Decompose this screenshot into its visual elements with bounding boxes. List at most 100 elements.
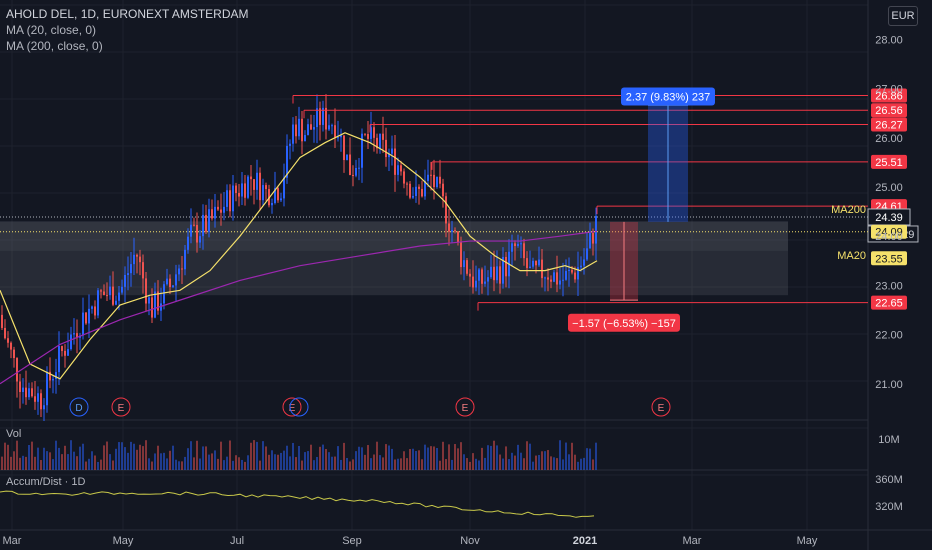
level-badge: [871, 295, 907, 310]
volume-bar: [271, 450, 273, 470]
symbol-title[interactable]: AHOLD DEL, 1D, EURONEXT AMSTERDAM: [6, 7, 249, 21]
candle-body: [391, 148, 393, 154]
candle-body: [298, 118, 300, 137]
candle-body: [49, 371, 51, 381]
volume-bar: [517, 444, 519, 470]
volume-bar: [190, 441, 192, 470]
candles: [1, 94, 597, 421]
candle-body: [304, 135, 306, 142]
x-tick-label: May: [797, 535, 818, 547]
event-marker: [282, 397, 302, 417]
volume-bar: [103, 445, 105, 470]
volume-bar: [178, 461, 180, 470]
volume-bar: [280, 452, 282, 470]
event-marker: [651, 397, 671, 417]
candle-body: [280, 198, 282, 201]
candle-body: [187, 236, 189, 250]
y-tick-label: 25.00: [875, 182, 903, 194]
candle-body: [337, 137, 339, 139]
volume-bar: [205, 446, 207, 470]
volume-bar: [451, 459, 453, 470]
candle-body: [61, 346, 63, 351]
candle-body: [517, 243, 519, 247]
volume-bar: [379, 455, 381, 470]
volume-bar: [586, 448, 588, 470]
volume-bar: [220, 441, 222, 470]
candle-body: [136, 254, 138, 257]
volume-bar: [322, 444, 324, 470]
volume-bar: [76, 456, 78, 470]
volume-bar: [25, 456, 27, 470]
candle-body: [169, 278, 171, 288]
candle-body: [295, 124, 297, 137]
candle-body: [142, 262, 144, 279]
volume-bar: [184, 456, 186, 470]
ma20-line: [0, 132, 598, 380]
level-label: 26.56: [875, 105, 903, 117]
candle-body: [571, 269, 573, 273]
volume-bar: [10, 456, 12, 470]
candle-body: [205, 214, 207, 232]
ma20-legend[interactable]: MA (20, close, 0): [6, 23, 97, 37]
volume-bar: [388, 445, 390, 470]
volume-bar: [553, 457, 555, 470]
ma20-value: 23.55: [875, 253, 903, 265]
volume-bar: [235, 455, 237, 470]
volume-bar: [121, 442, 123, 470]
candle-body: [400, 165, 402, 172]
volume-bar: [340, 459, 342, 470]
candle-body: [223, 206, 225, 213]
volume-bar: [364, 454, 366, 470]
currency-button[interactable]: EUR: [888, 6, 918, 26]
event-marker-dividend: [289, 397, 309, 417]
volume-bar: [556, 458, 558, 470]
candle-body: [307, 124, 309, 136]
volume-bar: [28, 444, 30, 470]
candle-body: [553, 272, 555, 282]
candle-body: [226, 190, 228, 207]
candle-body: [151, 297, 153, 318]
candle-body: [37, 393, 39, 402]
volume-bar: [214, 450, 216, 470]
volume-bar: [529, 443, 531, 470]
volume-bar: [283, 450, 285, 470]
volume-bar: [427, 447, 429, 470]
volume-bar: [466, 458, 468, 470]
y-tick-label: 24.00: [875, 231, 903, 243]
volume-bar: [547, 450, 549, 470]
volume-bar: [532, 461, 534, 470]
volume-bar: [70, 440, 72, 470]
candle-body: [232, 185, 234, 212]
candle-body: [214, 206, 216, 219]
candle-body: [403, 171, 405, 184]
short-label: −1.57 (−6.53%) −157: [572, 318, 676, 330]
volume-bar: [133, 443, 135, 470]
volume-bar: [85, 461, 87, 470]
candle-body: [586, 248, 588, 260]
candle-body: [544, 277, 546, 279]
candle-body: [499, 266, 501, 284]
event-marker: [69, 397, 89, 417]
volume-bar: [559, 440, 561, 470]
candle-body: [313, 127, 315, 130]
candle-body: [67, 349, 69, 356]
candle-body: [505, 256, 507, 277]
volume-bar: [358, 446, 360, 470]
candle-body: [397, 165, 399, 175]
ma200-legend[interactable]: MA (200, close, 0): [6, 39, 103, 53]
candle-body: [154, 291, 156, 318]
accum-tick: 360M: [875, 474, 903, 486]
candle-body: [541, 259, 543, 279]
candle-body: [457, 231, 459, 242]
volume-bar: [118, 442, 120, 470]
candle-body: [202, 214, 204, 237]
candle-body: [394, 148, 396, 175]
volume-bar: [565, 442, 567, 470]
candle-body: [349, 154, 351, 175]
volume-bar: [217, 458, 219, 470]
candle-body: [310, 124, 312, 130]
volume-bar: [508, 459, 510, 470]
candle-body: [244, 183, 246, 198]
candle-body: [70, 334, 72, 350]
